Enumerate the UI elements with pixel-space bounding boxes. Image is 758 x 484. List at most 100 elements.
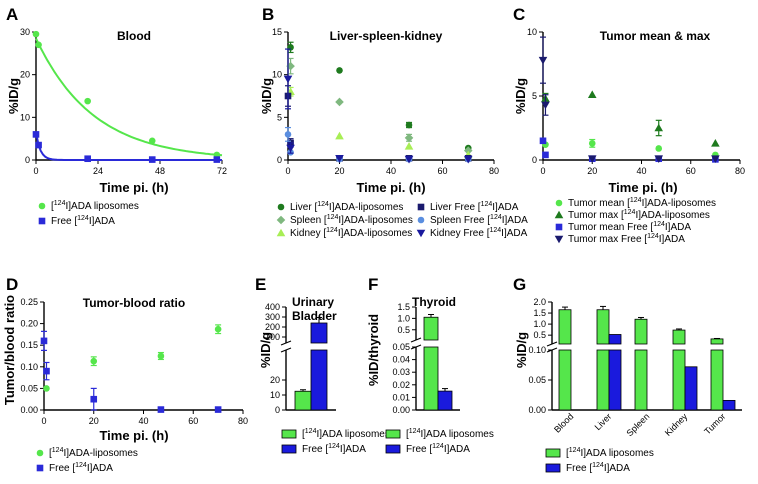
x-tick-label: 80 bbox=[489, 166, 499, 176]
data-point bbox=[84, 155, 91, 163]
data-point bbox=[336, 67, 343, 74]
data-point bbox=[43, 385, 50, 392]
panel-letter-g: G bbox=[513, 275, 526, 294]
y-tick-label: 5 bbox=[532, 91, 537, 101]
fit-curve bbox=[35, 132, 222, 161]
legend-label: Free [124I]ADA bbox=[566, 462, 630, 474]
y-tick-label: 0.25 bbox=[20, 297, 38, 307]
x-tick-label: 0 bbox=[540, 166, 545, 176]
y-tick-label: 0.02 bbox=[392, 380, 410, 390]
x-tick-label: 20 bbox=[587, 166, 597, 176]
legend-marker bbox=[38, 217, 46, 225]
data-point bbox=[539, 137, 547, 145]
legend-label: Tumor max Free [124I]ADA bbox=[568, 233, 685, 245]
data-point bbox=[283, 75, 293, 84]
data-point bbox=[654, 123, 664, 132]
x-tick-label: 40 bbox=[138, 416, 148, 426]
data-point bbox=[286, 144, 295, 153]
data-point bbox=[335, 97, 344, 107]
data-point bbox=[335, 154, 344, 163]
legend-label: [124I]ADA-liposomes bbox=[49, 447, 138, 459]
fit-curve bbox=[35, 37, 223, 157]
bar bbox=[437, 390, 453, 411]
legend-c: Tumor mean [124I]ADA-liposomes Tumor max … bbox=[554, 197, 716, 245]
data-point bbox=[90, 357, 98, 365]
x-tick-label: 60 bbox=[686, 166, 696, 176]
legend-d: [124I]ADA-liposomes Free [124I]ADA bbox=[36, 447, 138, 474]
legend-marker bbox=[417, 216, 425, 224]
y-tick-label: 0.03 bbox=[392, 367, 410, 377]
y-tick-label: 20 bbox=[270, 375, 280, 385]
legend-marker bbox=[545, 448, 561, 458]
legend-label: Kidney [124I]ADA-liposomes bbox=[290, 227, 412, 239]
y-tick-label: 0.20 bbox=[20, 319, 38, 329]
legend-marker bbox=[417, 203, 425, 211]
y-tick-label: 0 bbox=[277, 155, 282, 165]
data-point bbox=[43, 367, 50, 375]
plot-tumor-mean-max: 0 20 40 60 80 0 5 10 bbox=[527, 27, 745, 176]
legend-marker bbox=[276, 215, 286, 225]
panel-letter-a: A bbox=[6, 5, 18, 24]
ylabel-d: Tumor/blood ratio bbox=[2, 295, 17, 405]
bar bbox=[596, 309, 610, 345]
data-point bbox=[654, 155, 664, 164]
panel-letter-c: C bbox=[513, 5, 525, 24]
y-tick-label: 300 bbox=[265, 312, 280, 322]
ylabel-c: %ID/g bbox=[513, 78, 528, 114]
legend-g: [124I]ADA liposomes Free [124I]ADA bbox=[545, 447, 654, 474]
legend-label: Free [124I]ADA bbox=[302, 443, 366, 455]
y-tick-label: 0.04 bbox=[392, 355, 410, 365]
category-label: Liver bbox=[593, 411, 614, 432]
data-point bbox=[542, 151, 549, 159]
bar bbox=[558, 309, 572, 345]
y-tick-label: 0.00 bbox=[20, 405, 38, 415]
data-point bbox=[587, 155, 597, 164]
axes bbox=[542, 32, 740, 161]
data-point bbox=[32, 131, 40, 138]
x-tick-label: 40 bbox=[636, 166, 646, 176]
ylabel-g: %ID/g bbox=[514, 332, 529, 368]
y-tick-label: 0.5 bbox=[533, 330, 546, 340]
data-point bbox=[157, 352, 165, 360]
xlabel-c: Time pi. (h) bbox=[608, 180, 677, 195]
data-point bbox=[588, 140, 596, 147]
data-point bbox=[90, 395, 98, 403]
y-tick-label: 0.00 bbox=[392, 405, 410, 415]
axis-break-mark bbox=[410, 337, 422, 343]
x-tick-label: 40 bbox=[386, 166, 396, 176]
title-f: Thyroid bbox=[412, 295, 456, 309]
y-tick-label: 20 bbox=[20, 70, 30, 80]
legend-marker bbox=[36, 464, 44, 472]
data-point bbox=[655, 145, 663, 152]
title-e-line2: Bladder bbox=[292, 309, 337, 323]
legend-a: [124I]ADA liposomes Free [124I]ADA bbox=[38, 200, 139, 227]
axes bbox=[43, 302, 243, 411]
y-tick-label: 10 bbox=[270, 390, 280, 400]
data-point bbox=[587, 90, 597, 99]
data-point bbox=[213, 156, 221, 163]
x-tick-label: 0 bbox=[33, 166, 38, 176]
legend-label: Tumor mean [124I]ADA-liposomes bbox=[568, 197, 716, 209]
y-tick-label: 0.15 bbox=[20, 340, 38, 350]
legend-label: Tumor mean Free [124I]ADA bbox=[568, 221, 691, 233]
data-point bbox=[35, 141, 42, 149]
y-tick-label: 0.05 bbox=[528, 375, 546, 385]
y-tick-label: 0.05 bbox=[20, 383, 38, 393]
y-tick-label: 1.5 bbox=[397, 302, 410, 312]
data-point bbox=[284, 131, 292, 138]
bar bbox=[710, 338, 724, 345]
title-a: Blood bbox=[117, 29, 151, 43]
legend-marker bbox=[36, 449, 44, 457]
data-point bbox=[404, 133, 414, 143]
data-point bbox=[404, 155, 414, 164]
bar bbox=[294, 390, 312, 411]
data-point bbox=[35, 41, 42, 49]
axis-break-mark bbox=[280, 347, 292, 353]
bar-lower bbox=[710, 349, 724, 411]
title-b: Liver-spleen-kidney bbox=[330, 29, 443, 43]
bar bbox=[634, 318, 648, 345]
bar-lower bbox=[596, 349, 610, 411]
panel-letter-f: F bbox=[368, 275, 378, 294]
